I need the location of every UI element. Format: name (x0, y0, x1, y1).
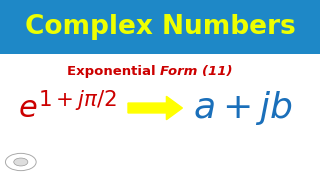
Bar (0, 0, 320, 54)
Text: Form (11): Form (11) (160, 66, 233, 78)
FancyArrow shape (128, 96, 182, 120)
Text: Complex Numbers: Complex Numbers (25, 14, 295, 40)
Text: $a + jb$: $a + jb$ (193, 89, 293, 127)
Text: Exponential: Exponential (67, 66, 160, 78)
Circle shape (14, 158, 28, 166)
Text: $e^{1+j\pi/2}$: $e^{1+j\pi/2}$ (18, 92, 116, 124)
